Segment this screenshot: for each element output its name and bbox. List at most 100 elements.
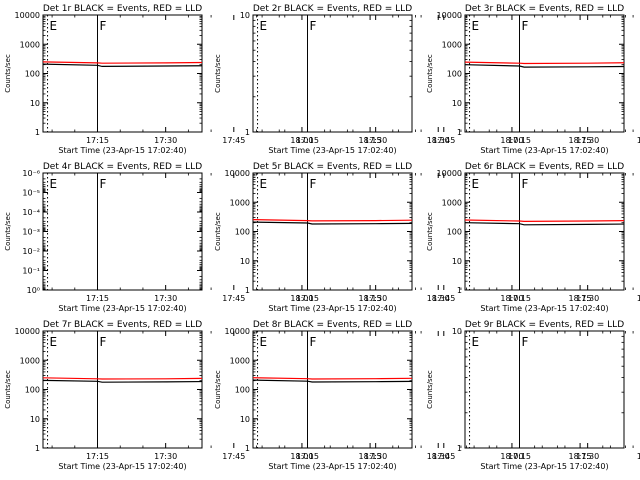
y-tick-label: 10000 bbox=[15, 327, 40, 336]
x-tick-label: 17:15 bbox=[508, 452, 531, 461]
y-tick-label: 1 bbox=[457, 444, 462, 453]
x-tick-label: 18:15 bbox=[359, 452, 382, 461]
panel-7: Det 7r BLACK = Events, RED = LLD 1 10 100 10… bbox=[4, 320, 462, 471]
x-tick-label: 17:15 bbox=[86, 452, 109, 461]
y-tick-label: 10000 bbox=[225, 327, 250, 336]
y-tick-label: 1000 bbox=[442, 40, 462, 49]
x-axis-label: Start Time (23-Apr-15 17:02:40) bbox=[268, 146, 396, 155]
x-tick-label: 18:30 bbox=[427, 294, 450, 303]
x-tick-label: 18:15 bbox=[569, 452, 592, 461]
x-tick-label: 17:15 bbox=[296, 294, 319, 303]
y-tick-label: 10 bbox=[452, 327, 462, 336]
x-tick-label: 17:15 bbox=[86, 294, 109, 303]
panel-1: Det 1r BLACK = Events, RED = LLD 1 10 100 10… bbox=[4, 4, 462, 155]
x-tick-label: 18:30 bbox=[637, 136, 640, 145]
y-axis-label: Counts/sec bbox=[426, 54, 434, 93]
panel-5: Det 5r BLACK = Events, RED = LLD 1 10 100 10… bbox=[214, 162, 640, 313]
plot-area: EFSFE bbox=[253, 331, 412, 448]
x-tick-label: 17:30 bbox=[576, 294, 599, 303]
y-tick-label: 1 bbox=[245, 128, 250, 137]
y-axis-label: Counts/sec bbox=[214, 370, 222, 409]
y-tick-label: 1000 bbox=[230, 356, 250, 365]
y-tick-label: 10000 bbox=[225, 169, 250, 178]
marker-label: F bbox=[522, 19, 529, 33]
y-tick-label: 1000 bbox=[20, 40, 40, 49]
x-tick-label: 17:30 bbox=[154, 294, 177, 303]
x-axis-label: Start Time (23-Apr-15 17:02:40) bbox=[480, 146, 608, 155]
marker-label: F bbox=[100, 177, 107, 191]
plot-area: EFSFE bbox=[465, 15, 624, 132]
y-tick-label: 10 bbox=[240, 415, 250, 424]
panel-2: Det 2r BLACK = Events, RED = LLD 1 10 17:15… bbox=[214, 4, 640, 155]
panel-9: Det 9r BLACK = Events, RED = LLD 1 10 17:15… bbox=[426, 320, 634, 471]
panel-4: Det 4r BLACK = Events, RED = LLD 10⁰ 10⁻¹ 1… bbox=[4, 162, 462, 313]
y-tick-label: 100 bbox=[447, 70, 462, 79]
plot-area: EFSFE bbox=[253, 173, 412, 290]
x-tick-label: 17:45 bbox=[222, 294, 245, 303]
marker-label: F bbox=[310, 177, 317, 191]
x-tick-label: 18:00 bbox=[290, 136, 313, 145]
y-tick-label: 100 bbox=[447, 228, 462, 237]
x-tick-label: 18:15 bbox=[569, 294, 592, 303]
panel-3: Det 3r BLACK = Events, RED = LLD 1 10 100 10… bbox=[426, 4, 634, 155]
y-tick-label: 10 bbox=[240, 257, 250, 266]
x-axis-label: Start Time (23-Apr-15 17:02:40) bbox=[58, 146, 186, 155]
x-axis-label: Start Time (23-Apr-15 17:02:40) bbox=[58, 304, 186, 313]
y-tick-label: 1000 bbox=[442, 198, 462, 207]
x-tick-label: 18:00 bbox=[500, 294, 523, 303]
y-tick-label: 1 bbox=[457, 128, 462, 137]
y-axis-label: Counts/sec bbox=[4, 212, 12, 251]
y-tick-label: 10⁻³ bbox=[22, 228, 40, 237]
marker-label: F bbox=[100, 19, 107, 33]
x-tick-label: 17:15 bbox=[296, 452, 319, 461]
plot-area: EFSFE bbox=[43, 331, 202, 448]
x-tick-label: 17:15 bbox=[86, 136, 109, 145]
y-tick-label: 100 bbox=[25, 70, 40, 79]
marker-label: F bbox=[310, 335, 317, 349]
marker-label: E bbox=[50, 19, 58, 33]
panel-title: Det 9r BLACK = Events, RED = LLD bbox=[465, 320, 624, 330]
x-axis-label: Start Time (23-Apr-15 17:02:40) bbox=[480, 462, 608, 471]
x-tick-label: 17:15 bbox=[508, 294, 531, 303]
y-tick-label: 10⁻² bbox=[22, 247, 40, 256]
y-tick-label: 100 bbox=[25, 386, 40, 395]
y-tick-label: 10⁻⁴ bbox=[22, 208, 40, 217]
panel-title: Det 4r BLACK = Events, RED = LLD bbox=[43, 162, 202, 172]
x-tick-label: 17:45 bbox=[432, 452, 455, 461]
x-tick-label: 18:30 bbox=[427, 452, 450, 461]
marker-label: E bbox=[50, 335, 58, 349]
x-tick-label: 17:45 bbox=[432, 136, 455, 145]
x-tick-label: 17:45 bbox=[222, 136, 245, 145]
y-tick-label: 100 bbox=[235, 228, 250, 237]
y-tick-label: 10 bbox=[30, 415, 40, 424]
y-tick-label: 10000 bbox=[15, 11, 40, 20]
plot-area: EFSFE bbox=[465, 173, 624, 290]
x-tick-label: 18:00 bbox=[290, 294, 313, 303]
x-tick-label: 18:30 bbox=[637, 294, 640, 303]
y-tick-label: 1 bbox=[35, 128, 40, 137]
y-tick-label: 10⁻⁶ bbox=[22, 169, 40, 178]
marker-label: E bbox=[260, 177, 268, 191]
x-axis-label: Start Time (23-Apr-15 17:02:40) bbox=[268, 304, 396, 313]
y-tick-label: 10 bbox=[452, 257, 462, 266]
panel-title: Det 6r BLACK = Events, RED = LLD bbox=[465, 162, 624, 172]
x-tick-label: 18:30 bbox=[637, 452, 640, 461]
x-tick-label: 17:30 bbox=[154, 452, 177, 461]
panel-title: Det 2r BLACK = Events, RED = LLD bbox=[253, 4, 412, 14]
marker-label: E bbox=[472, 177, 480, 191]
marker-label: E bbox=[472, 335, 480, 349]
marker-label: E bbox=[472, 19, 480, 33]
x-tick-label: 18:15 bbox=[359, 294, 382, 303]
x-tick-label: 18:30 bbox=[427, 136, 450, 145]
y-tick-label: 10⁻¹ bbox=[22, 267, 40, 276]
x-tick-label: 17:30 bbox=[576, 452, 599, 461]
plot-area: EFSFE bbox=[257, 15, 317, 132]
x-tick-label: 17:30 bbox=[154, 136, 177, 145]
x-tick-label: 18:00 bbox=[290, 452, 313, 461]
panel-title: Det 7r BLACK = Events, RED = LLD bbox=[43, 320, 202, 330]
x-tick-label: 17:15 bbox=[296, 136, 319, 145]
plot-frame bbox=[464, 330, 625, 449]
x-tick-label: 17:30 bbox=[364, 136, 387, 145]
y-tick-label: 10 bbox=[452, 99, 462, 108]
